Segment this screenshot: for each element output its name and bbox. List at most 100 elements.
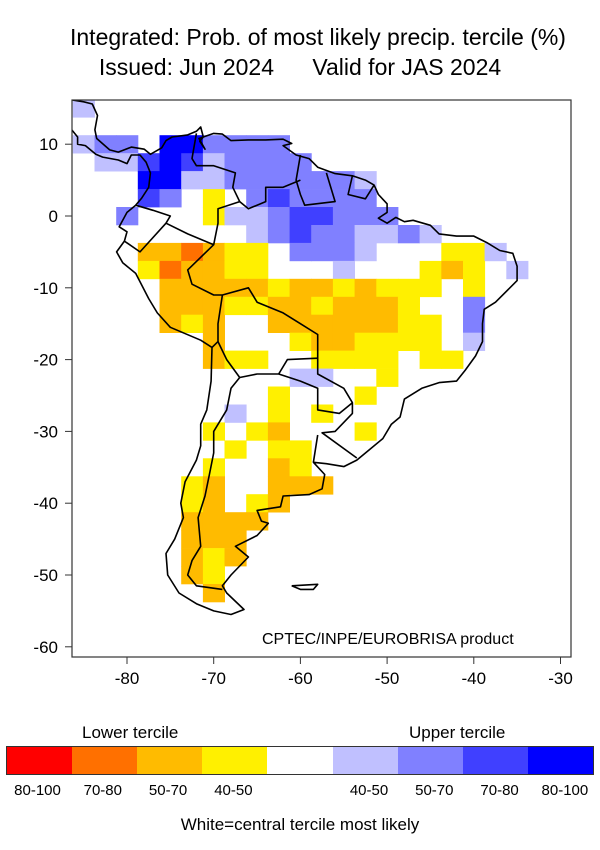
grid-cell [159,242,182,262]
product-credit: CPTEC/INPE/EUROBRISA product [262,631,514,648]
grid-cell [311,404,334,423]
y-tick-label: -50 [33,566,58,585]
grid-cell [202,242,225,262]
grid-cell [267,458,290,477]
grid-cell [202,458,225,477]
legend-lower-tercile-label: Lower tercile [82,723,179,742]
grid-cell [289,368,312,387]
grid-cell [159,153,182,172]
grid-cell [267,171,290,190]
legend-bin-label: 40-50 [349,782,389,799]
grid-cell [311,368,334,387]
legend-swatch [72,747,138,774]
coastline [186,376,241,591]
grid-cell [202,189,225,208]
grid-cell [332,278,355,298]
grid-cell [267,189,290,208]
grid-cell [463,314,486,333]
x-tick-label: -60 [288,669,313,688]
grid-cell [289,440,312,459]
grid-cell [376,314,399,333]
grid-cell [332,207,355,226]
y-tick-label: -10 [33,279,58,298]
grid-cell [267,278,290,298]
coastlines-and-borders [72,100,518,616]
grid-cell [202,350,225,369]
legend-bin-label: 80-100 [14,782,61,799]
grid-cell [289,189,312,208]
grid-cell [181,512,204,531]
grid-cell [159,135,182,154]
grid-cell [224,440,247,459]
grid-cell [376,332,399,351]
grid-cell [267,386,290,405]
grid-cell [202,207,225,226]
grid-cell [289,332,312,351]
grid-cell [376,225,399,244]
valid-period: Valid for JAS 2024 [312,54,502,80]
color-legend-bar [6,746,594,775]
legend-bin-label: 50-70 [415,782,454,799]
map-frame [71,99,572,658]
grid-cell [354,278,377,298]
grid-cell [376,278,399,298]
grid-cell [246,260,269,280]
grid-cell [137,189,160,208]
grid-cell [463,278,486,298]
legend-bin-label: 40-50 [214,782,253,799]
grid-cell [289,225,312,244]
grid-cell [354,422,377,441]
grid-cell [289,207,312,226]
grid-cell [224,171,247,190]
grid-cell [267,296,290,316]
grid-cell [159,278,182,298]
x-tick-label: -70 [201,669,226,688]
grid-cell [202,530,225,549]
grid-cell [376,368,399,387]
grid-cell [441,260,464,280]
coastline [295,154,336,206]
grid-cell [484,242,507,262]
legend-bin-label: 50-70 [148,782,188,799]
grid-cell [159,260,182,280]
grid-cell [354,207,377,226]
issued-date: Issued: Jun 2024 [98,54,275,80]
coastline [186,179,358,459]
grid-cell [311,296,334,316]
grid-cell [311,225,334,244]
grid-cell [159,314,182,333]
grid-cell [332,314,355,333]
legend-upper-tercile-label: Upper tercile [409,723,506,742]
grid-cell [463,296,486,316]
grid-cell [224,242,247,262]
coastline [239,373,353,415]
legend-bin-label: 70-80 [83,782,122,799]
grid-cell [267,404,290,423]
grid-cell [137,242,160,262]
grid-cell [419,260,442,280]
grid-cell [202,512,225,531]
map-subtitle: Issued: Jun 2024 Valid for JAS 2024 [0,54,600,81]
grid-cell [159,189,182,208]
grid-cell [419,332,442,351]
grid-cell [289,171,312,190]
x-tick-label: -30 [548,669,573,688]
grid-cell [354,332,377,351]
grid-cell [332,189,355,208]
grid-cell [311,350,334,369]
map-title: Integrated: Prob. of most likely precip.… [70,24,566,50]
grid-cell [246,207,269,226]
coastline [347,175,375,200]
grid-cell [224,260,247,280]
grid-cell [397,296,420,316]
grid-cell [202,135,225,154]
grid-cell [419,350,442,369]
grid-cell [289,458,312,477]
grid-cell [246,242,269,262]
grid-cell [181,530,204,549]
grid-cell [332,225,355,244]
grid-cell [354,242,377,262]
grid-cell [267,314,290,333]
probability-grid [72,100,529,603]
legend-bin-label: 70-80 [480,782,519,799]
